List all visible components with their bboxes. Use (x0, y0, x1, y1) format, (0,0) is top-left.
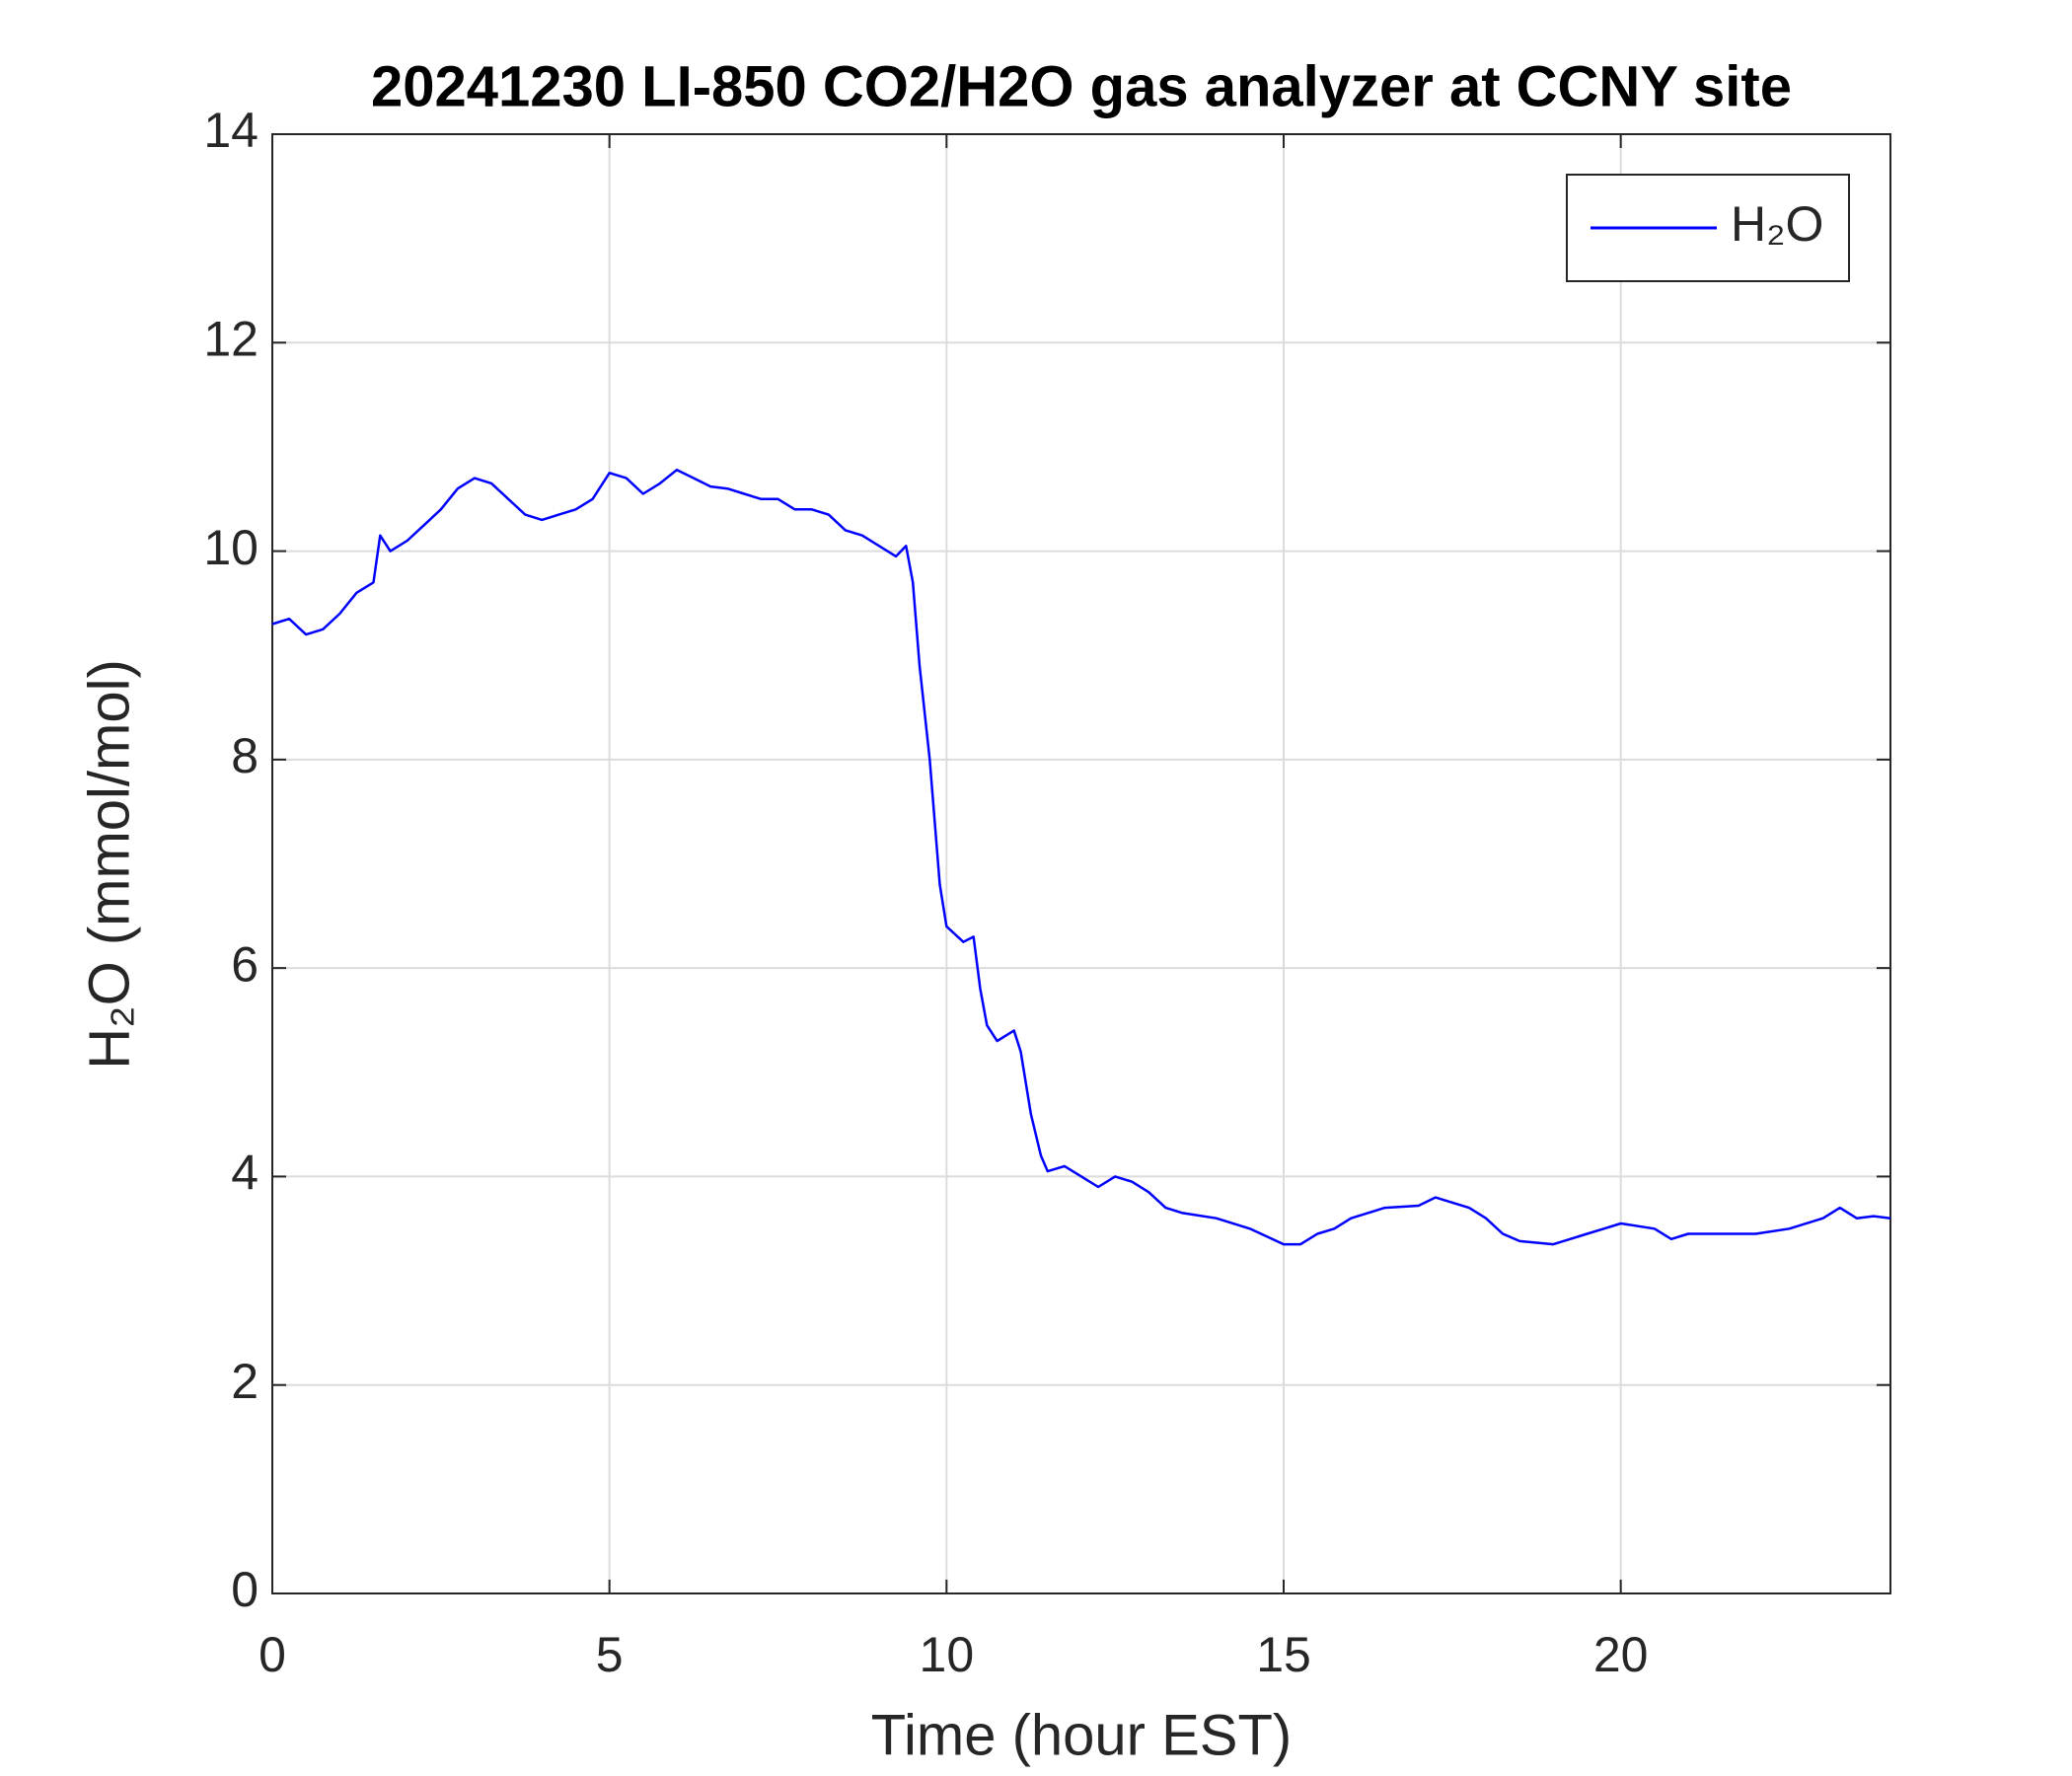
x-tick-label: 20 (1593, 1627, 1649, 1682)
y-tick-label: 6 (231, 936, 259, 992)
legend-label: H₂O (1731, 196, 1823, 252)
x-tick-label: 0 (259, 1627, 286, 1682)
y-tick-label: 10 (203, 520, 259, 575)
y-tick-label: 14 (203, 103, 259, 158)
y-tick-label: 4 (231, 1146, 259, 1201)
data-line (271, 468, 1891, 1246)
x-axis-label: Time (hour EST) (871, 1703, 1292, 1767)
y-tick-label: 12 (203, 311, 259, 366)
chart-title: 20241230 LI-850 CO2/H2O gas analyzer at … (371, 54, 1792, 118)
x-tick-label: 10 (920, 1627, 975, 1682)
x-tick-label: 5 (596, 1627, 624, 1682)
y-axis-label: H₂O (mmol/mol) (77, 659, 141, 1070)
y-tick-label: 0 (231, 1562, 259, 1617)
plot-frame (271, 133, 1891, 1594)
y-tick-label: 8 (231, 728, 259, 783)
x-tick-label: 15 (1256, 1627, 1311, 1682)
y-tick-label: 2 (231, 1354, 259, 1409)
